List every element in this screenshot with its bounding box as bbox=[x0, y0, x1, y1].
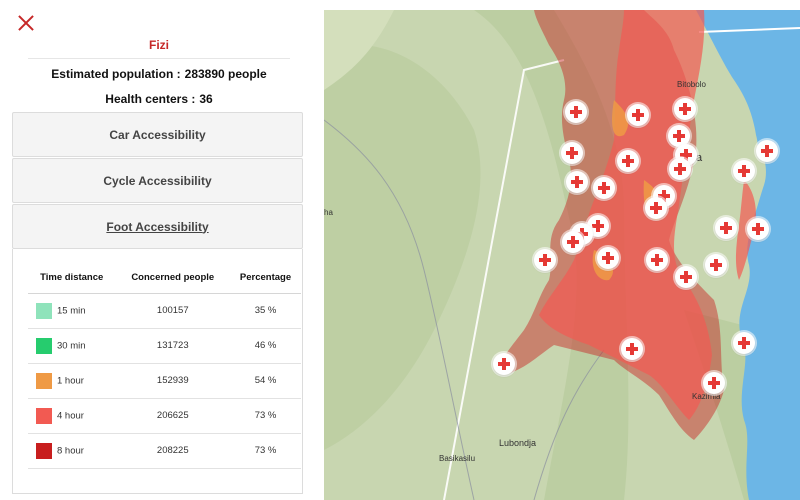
accessibility-table: Time distance Concerned people Percentag… bbox=[28, 263, 301, 469]
hill-shade bbox=[324, 44, 481, 450]
table-header-row: Time distance Concerned people Percentag… bbox=[28, 263, 301, 294]
health-center-marker[interactable] bbox=[747, 218, 769, 240]
health-center-marker[interactable] bbox=[733, 332, 755, 354]
color-swatch bbox=[36, 337, 52, 354]
health-centers-stat: Health centers :36 bbox=[0, 92, 318, 106]
health-center-marker[interactable] bbox=[565, 101, 587, 123]
color-swatch bbox=[36, 302, 52, 319]
time-distance: 4 hour bbox=[57, 410, 84, 421]
concerned-people: 100157 bbox=[115, 293, 231, 329]
accessibility-map[interactable]: Bitobolo a ha Lubondja Basikasilu Kazimi… bbox=[324, 10, 800, 500]
health-center-marker[interactable] bbox=[645, 197, 667, 219]
map-base-layer bbox=[324, 10, 800, 500]
health-center-marker[interactable] bbox=[562, 231, 584, 253]
time-distance: 30 min bbox=[57, 340, 86, 351]
hill-shade bbox=[474, 10, 629, 500]
health-center-marker[interactable] bbox=[756, 140, 778, 162]
isochrone-4h bbox=[539, 10, 712, 420]
car-accessibility-tab[interactable]: Car Accessibility bbox=[12, 112, 303, 157]
health-center-marker[interactable] bbox=[493, 353, 515, 375]
table-row: 30 min 131723 46 % bbox=[28, 328, 301, 364]
province-border bbox=[443, 59, 565, 500]
health-center-marker[interactable] bbox=[674, 98, 696, 120]
health-center-marker[interactable] bbox=[669, 158, 691, 180]
place-label: a bbox=[696, 152, 703, 164]
road bbox=[324, 119, 475, 500]
health-center-marker[interactable] bbox=[705, 254, 727, 276]
isochrone-4h bbox=[735, 180, 756, 280]
table-row: 4 hour 206625 73 % bbox=[28, 398, 301, 434]
percentage: 54 % bbox=[230, 363, 301, 399]
place-label: Basikasilu bbox=[439, 454, 476, 463]
column-header-people: Concerned people bbox=[115, 263, 231, 294]
health-center-marker[interactable] bbox=[703, 372, 725, 394]
time-distance: 1 hour bbox=[57, 375, 84, 386]
plain-area bbox=[324, 10, 394, 90]
population-label: Estimated population : bbox=[51, 67, 181, 81]
color-swatch bbox=[36, 372, 52, 389]
concerned-people: 208225 bbox=[115, 433, 231, 469]
health-center-marker[interactable] bbox=[675, 266, 697, 288]
health-center-marker[interactable] bbox=[627, 104, 649, 126]
zone-name: Fizi bbox=[149, 38, 169, 52]
percentage: 73 % bbox=[230, 398, 301, 434]
percentage: 46 % bbox=[230, 328, 301, 364]
place-label: Kazimia bbox=[692, 392, 721, 401]
health-centers-label: Health centers : bbox=[105, 92, 196, 106]
health-center-marker[interactable] bbox=[621, 338, 643, 360]
close-icon[interactable] bbox=[17, 14, 35, 32]
column-header-time: Time distance bbox=[28, 263, 116, 294]
health-center-marker[interactable] bbox=[561, 142, 583, 164]
health-center-marker[interactable] bbox=[617, 150, 639, 172]
table-row: 8 hour 208225 73 % bbox=[28, 433, 301, 469]
concerned-people: 152939 bbox=[115, 363, 231, 399]
health-center-marker[interactable] bbox=[534, 249, 556, 271]
population-stat: Estimated population :283890 people bbox=[0, 67, 318, 81]
table-row: 1 hour 152939 54 % bbox=[28, 363, 301, 399]
foot-accessibility-tab[interactable]: Foot Accessibility bbox=[12, 204, 303, 249]
place-label: Bitobolo bbox=[677, 80, 706, 89]
color-swatch bbox=[36, 407, 52, 424]
foot-accessibility-content: Time distance Concerned people Percentag… bbox=[12, 249, 303, 494]
place-label: Lubondja bbox=[499, 438, 537, 448]
province-border bbox=[698, 27, 800, 33]
concerned-people: 131723 bbox=[115, 328, 231, 364]
place-label: ha bbox=[324, 208, 333, 217]
cycle-accessibility-tab[interactable]: Cycle Accessibility bbox=[12, 158, 303, 203]
health-center-marker[interactable] bbox=[715, 217, 737, 239]
health-center-marker[interactable] bbox=[597, 247, 619, 269]
health-center-marker[interactable] bbox=[668, 125, 690, 147]
health-centers-value: 36 bbox=[199, 92, 213, 106]
road bbox=[533, 349, 605, 500]
time-distance: 8 hour bbox=[57, 445, 84, 456]
percentage: 73 % bbox=[230, 433, 301, 469]
column-header-percentage: Percentage bbox=[230, 263, 301, 294]
table-row: 15 min 100157 35 % bbox=[28, 293, 301, 329]
lake bbox=[696, 10, 800, 500]
info-panel: Fizi Estimated population :283890 people… bbox=[0, 0, 318, 500]
health-center-marker[interactable] bbox=[566, 171, 588, 193]
health-center-marker[interactable] bbox=[593, 177, 615, 199]
health-center-marker[interactable] bbox=[733, 160, 755, 182]
health-center-marker[interactable] bbox=[646, 249, 668, 271]
concerned-people: 206625 bbox=[115, 398, 231, 434]
percentage: 35 % bbox=[230, 293, 301, 329]
color-swatch bbox=[36, 442, 52, 459]
population-value: 283890 people bbox=[184, 67, 267, 81]
divider bbox=[28, 58, 290, 59]
time-distance: 15 min bbox=[57, 305, 86, 316]
